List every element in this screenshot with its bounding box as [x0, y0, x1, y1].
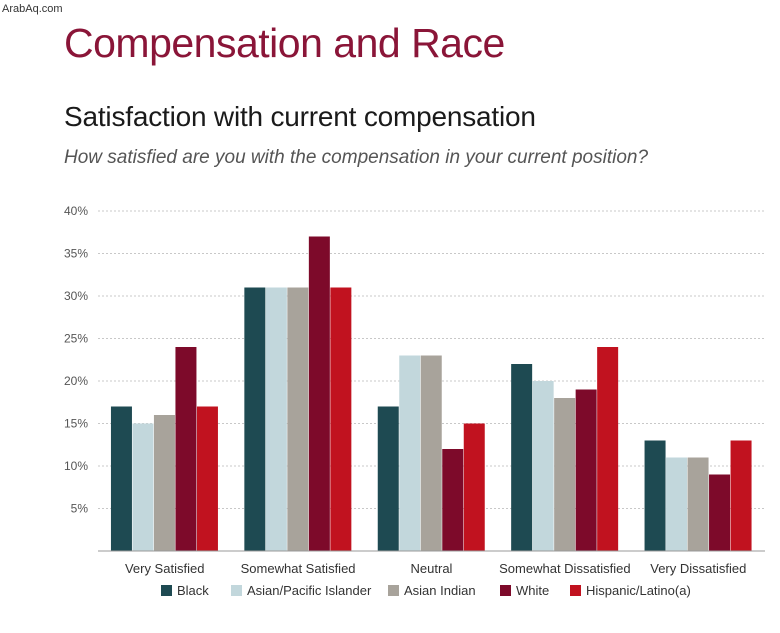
bar-chart: 5% 10% 15% 20% 25% 30% 35% 40% Very Satisfied Som… [64, 204, 765, 598]
y-tick-label: 25% [64, 332, 88, 346]
bar [175, 347, 197, 551]
bar [730, 440, 752, 551]
bar [511, 364, 533, 551]
legend-label: Asian/Pacific Islander [247, 583, 372, 598]
legend-swatch [231, 585, 242, 596]
bar [287, 287, 309, 551]
bar [463, 423, 485, 551]
bar [420, 355, 442, 551]
y-tick-label: 35% [64, 247, 88, 261]
bar [554, 398, 576, 551]
legend-label: Hispanic/Latino(a) [586, 583, 691, 598]
bar [597, 347, 619, 551]
page-title: Compensation and Race [64, 20, 505, 66]
bar [575, 389, 597, 551]
x-category-label: Very Satisfied [125, 561, 205, 576]
bar [644, 440, 666, 551]
bar [377, 406, 399, 551]
y-tick-label: 15% [64, 417, 88, 431]
y-tick-label: 5% [71, 502, 89, 516]
bar [110, 406, 132, 551]
legend-swatch [500, 585, 511, 596]
legend-label: White [516, 583, 549, 598]
survey-question: How satisfied are you with the compensat… [64, 147, 649, 168]
bar [330, 287, 352, 551]
x-category-label: Somewhat Dissatisfied [499, 561, 631, 576]
bar [532, 381, 554, 551]
bar [265, 287, 287, 551]
legend-swatch [388, 585, 399, 596]
y-tick-label: 10% [64, 459, 88, 473]
bar [196, 406, 218, 551]
watermark: ArabAq.com [2, 3, 63, 15]
bar [244, 287, 266, 551]
bar [687, 457, 709, 551]
legend-swatch [570, 585, 581, 596]
bar [709, 474, 731, 551]
y-tick-label: 20% [64, 374, 88, 388]
bar [153, 415, 175, 551]
bar [666, 457, 688, 551]
x-category-label: Very Dissatisfied [650, 561, 746, 576]
y-tick-label: 40% [64, 204, 88, 218]
bar [442, 449, 464, 551]
bar [308, 236, 330, 551]
legend-label: Asian Indian [404, 583, 476, 598]
x-category-label: Somewhat Satisfied [241, 561, 356, 576]
bar [132, 423, 154, 551]
x-category-label: Neutral [411, 561, 453, 576]
bar [399, 355, 421, 551]
chart-subtitle: Satisfaction with current compensation [64, 101, 536, 132]
y-tick-label: 30% [64, 289, 88, 303]
legend-swatch [161, 585, 172, 596]
legend-label: Black [177, 583, 209, 598]
